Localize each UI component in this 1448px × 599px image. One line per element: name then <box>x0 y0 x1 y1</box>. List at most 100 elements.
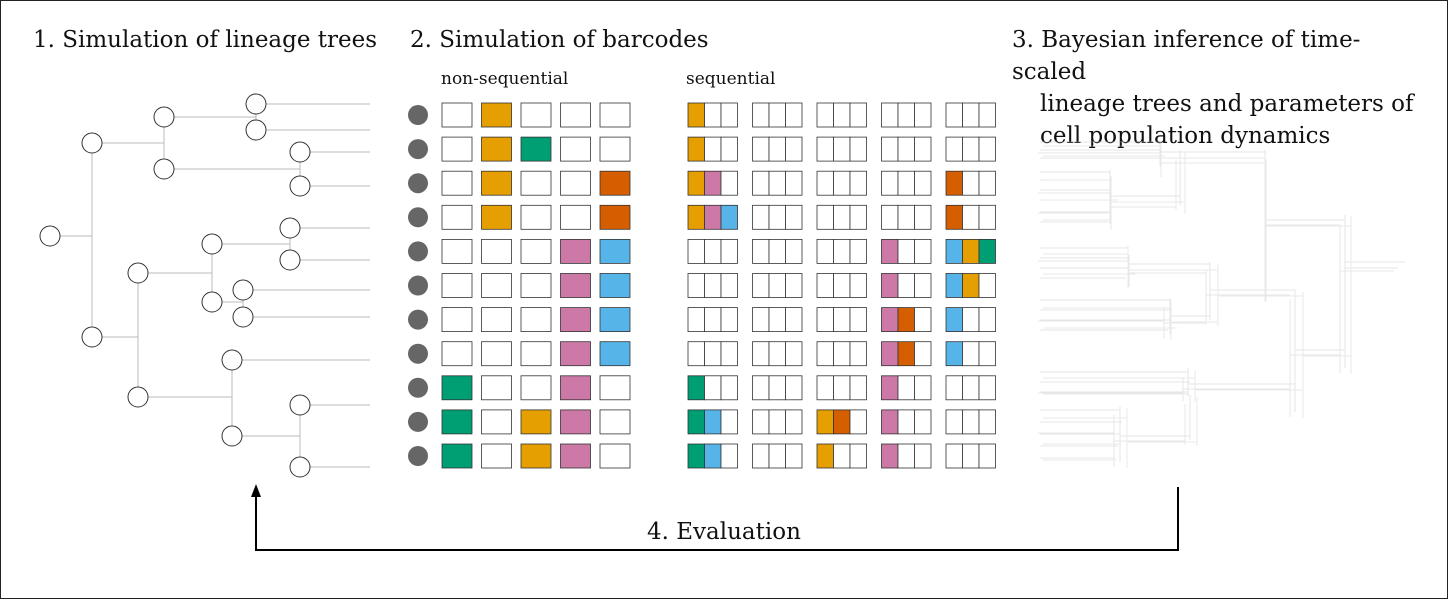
step3-title: 3. Bayesian inference of time-scaled lin… <box>1012 24 1432 152</box>
tape-site <box>849 409 867 435</box>
tape-site <box>720 409 738 435</box>
barcode-site <box>560 204 591 230</box>
tape-site <box>687 204 705 230</box>
barcode-site <box>441 238 473 264</box>
tape-site <box>785 170 803 196</box>
tape-site <box>978 136 996 162</box>
tape-site <box>785 204 803 230</box>
tape-site <box>720 136 738 162</box>
barcode-site <box>599 307 631 333</box>
tape-site <box>945 409 963 435</box>
barcode-site <box>599 443 631 469</box>
tape-site <box>945 204 963 230</box>
tape-site <box>720 273 738 298</box>
tree-node <box>81 132 103 154</box>
barcode-site <box>520 102 552 128</box>
posterior-tree <box>1040 140 1265 224</box>
tree-node <box>289 175 311 197</box>
tape-site <box>914 307 932 333</box>
tape-site <box>849 136 867 162</box>
tape-site <box>768 443 786 469</box>
tree-node <box>245 119 267 141</box>
tape-site <box>914 102 932 128</box>
barcode-site <box>520 443 552 469</box>
cell-marker <box>408 309 428 330</box>
tape-site <box>849 102 867 128</box>
tree-node <box>221 349 243 371</box>
tree-node <box>232 279 254 301</box>
barcode-site <box>560 238 591 264</box>
tree-node <box>81 326 103 348</box>
tape-site <box>768 136 786 162</box>
tape-site <box>914 443 932 469</box>
tree-node <box>232 306 254 328</box>
tape-site <box>914 204 932 230</box>
tape-site <box>833 102 851 128</box>
tape-site <box>816 375 834 401</box>
sequential-barcodes <box>687 102 996 469</box>
posterior-tree <box>1043 142 1265 230</box>
tape-site <box>687 341 705 367</box>
barcode-site <box>520 409 552 435</box>
tape-site <box>816 409 834 435</box>
tape-site <box>849 204 867 230</box>
tape-site <box>752 307 770 333</box>
barcode-site <box>441 443 473 469</box>
tape-site <box>962 409 980 435</box>
tape-site <box>704 307 722 333</box>
barcode-site <box>520 307 552 333</box>
barcode-site <box>520 238 552 264</box>
barcode-site <box>560 307 591 333</box>
cell-marker <box>408 377 428 398</box>
tape-site <box>704 238 722 264</box>
tape-site <box>768 307 786 333</box>
tape-site <box>816 136 834 162</box>
posterior-tree <box>1038 149 1394 467</box>
barcode-site <box>481 307 512 333</box>
tape-site <box>752 136 770 162</box>
tape-site <box>687 273 705 298</box>
step2-title: 2. Simulation of barcodes <box>410 27 709 53</box>
tape-site <box>768 341 786 367</box>
tape-site <box>962 443 980 469</box>
tape-site <box>720 238 738 264</box>
tape-site <box>978 409 996 435</box>
non-sequential-barcodes <box>441 102 631 469</box>
tape-site <box>720 307 738 333</box>
barcode-site <box>481 136 512 162</box>
tape-site <box>914 375 932 401</box>
barcode-site <box>441 170 473 196</box>
tape-site <box>849 307 867 333</box>
tree-node <box>279 217 301 239</box>
tape-site <box>914 409 932 435</box>
tape-site <box>752 409 770 435</box>
tape-site <box>687 102 705 128</box>
tape-site <box>978 273 996 298</box>
tape-site <box>720 170 738 196</box>
tape-site <box>752 341 770 367</box>
tree-node <box>289 456 311 478</box>
posterior-tree <box>1043 261 1405 468</box>
barcode-site <box>481 409 512 435</box>
sequential-label: sequential <box>686 69 776 89</box>
step4-title: 4. Evaluation <box>647 519 801 545</box>
tape-site <box>978 170 996 196</box>
tape-site <box>945 170 963 196</box>
tree-node <box>39 225 61 247</box>
tape-site <box>816 341 834 367</box>
tape-site <box>881 136 899 162</box>
tree-branch <box>50 103 370 337</box>
tape-site <box>962 170 980 196</box>
barcode-site <box>441 375 473 401</box>
tape-site <box>881 238 899 264</box>
barcode-site <box>481 204 512 230</box>
barcode-site <box>441 341 473 367</box>
barcode-site <box>441 273 473 298</box>
tape-site <box>962 102 980 128</box>
tape-site <box>687 307 705 333</box>
tape-site <box>768 204 786 230</box>
tape-site <box>704 443 722 469</box>
tape-site <box>897 375 915 401</box>
step1-title: 1. Simulation of lineage trees <box>33 27 378 53</box>
barcode-site <box>520 273 552 298</box>
